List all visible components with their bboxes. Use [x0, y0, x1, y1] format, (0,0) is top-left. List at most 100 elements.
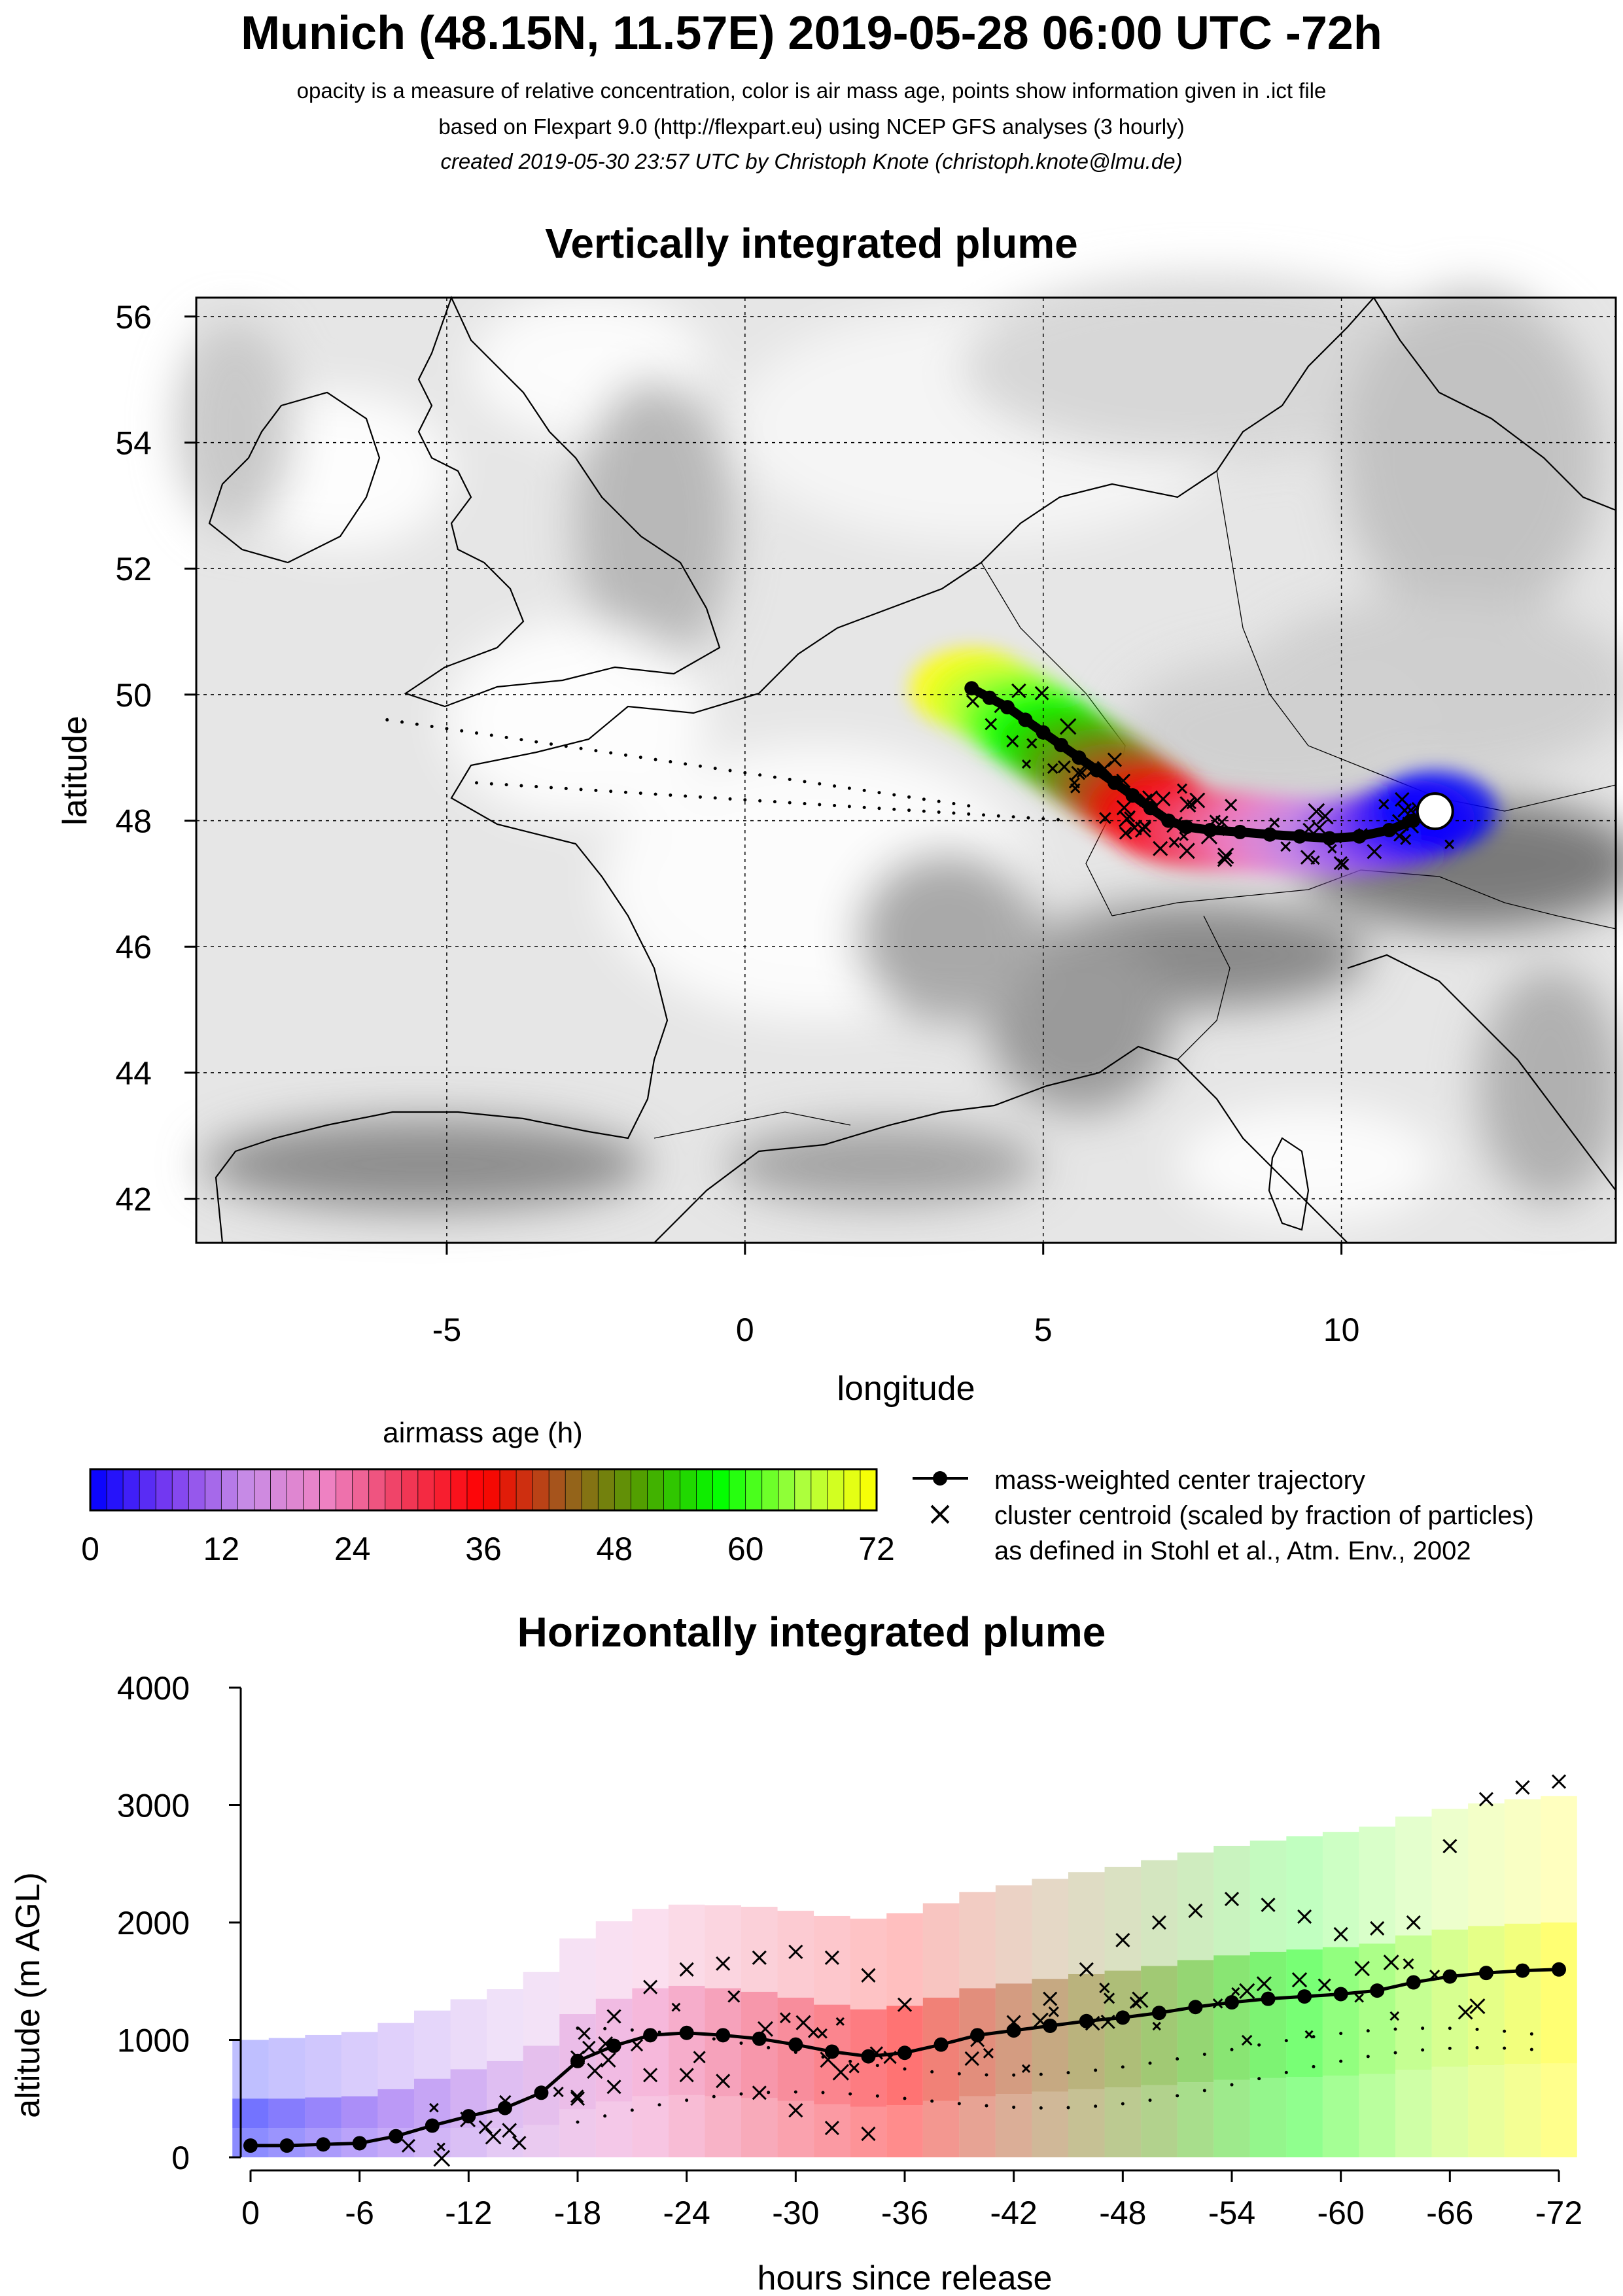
altitude-centroid-cross [578, 2027, 591, 2040]
coast-corsica [1268, 1137, 1310, 1231]
map-centroid-cross [1153, 841, 1168, 856]
map-centroid-cross [1444, 839, 1455, 850]
altitude-plume-cell [1032, 1979, 1068, 2092]
colorbar-tick-label: 72 [858, 1531, 895, 1567]
altitude-plume-cell [1286, 1836, 1323, 1950]
colorbar-cell [188, 1469, 206, 1511]
map-faint-dot [833, 784, 837, 788]
map-faint-dot [1011, 815, 1015, 819]
altitude-plume-cell [1468, 2065, 1505, 2157]
map-centroid-cross [1142, 790, 1159, 807]
altitude-plume-cell [595, 2101, 633, 2157]
map-trajectory-point [1179, 820, 1194, 835]
altitude-faint-dot [1039, 2106, 1043, 2110]
altitude-trajectory-point [679, 2025, 694, 2040]
altitude-faint-dot [1148, 2098, 1152, 2102]
colorbar-cells [90, 1469, 877, 1511]
altitude-x-tick-label: -36 [881, 2195, 928, 2231]
colorbar-cell [336, 1469, 353, 1511]
altitude-trajectory-point [461, 2109, 476, 2124]
altitude-plume-cell [1395, 1817, 1432, 1936]
map-faint-dot [579, 788, 583, 791]
map-centroid-cross [1057, 760, 1071, 774]
altitude-plume-cell [523, 1972, 560, 2046]
map-centroid-cross [1076, 767, 1087, 778]
altitude-centroid-cross [553, 2086, 564, 2098]
map-faint-dot [728, 797, 732, 801]
coast-great-britain [404, 296, 721, 708]
colorbar-cell [827, 1469, 845, 1511]
altitude-faint-dot [1148, 2061, 1152, 2065]
altitude-centroid-cross [861, 1968, 876, 1983]
colorbar-cell [204, 1469, 222, 1511]
map-axes: -5 0 5 10 42 44 46 48 50 52 54 56 [115, 299, 1359, 1348]
altitude-faint-dot [1312, 2064, 1316, 2068]
altitude-plume-cell [995, 1983, 1032, 2095]
map-y-tick-label: 48 [115, 803, 152, 840]
altitude-centroid-cross [824, 2121, 839, 2136]
altitude-centroid-cross [401, 2138, 415, 2153]
map-x-axis-label: longitude [837, 1370, 975, 1408]
altitude-faint-dot [930, 2099, 934, 2103]
map-centroid-cross [1006, 735, 1019, 748]
coast-north-sea [837, 297, 1374, 629]
altitude-x-tick-label: -72 [1535, 2195, 1582, 2231]
altitude-x-tick-label: -24 [663, 2195, 710, 2231]
altitude-faint-dot [1475, 2027, 1479, 2031]
altitude-trajectory-point [352, 2136, 367, 2151]
altitude-trajectory-point [898, 2045, 912, 2061]
altitude-centroid-cross [1261, 1898, 1276, 1913]
map-centroid-cross [1225, 799, 1238, 812]
map-faint-dot [788, 777, 792, 781]
colorbar-cell [417, 1469, 435, 1511]
map-centroid-cross [1047, 763, 1058, 774]
map-faint-dot [922, 797, 926, 801]
altitude-plume-cell [232, 2040, 269, 2099]
colorbar-cell [303, 1469, 321, 1511]
altitude-plume-cell [1286, 2077, 1323, 2157]
altitude-centroid-cross [630, 2039, 644, 2052]
map-centroid-cross [1400, 833, 1412, 845]
map-centroid-cross [966, 695, 980, 708]
altitude-trajectory-point [534, 2085, 549, 2100]
map-faint-dot [743, 798, 747, 802]
altitude-plume-cell [377, 2089, 414, 2129]
colorbar-tick-label: 24 [334, 1531, 371, 1567]
map-faint-dot [654, 792, 657, 796]
altitude-plume-cell [959, 2096, 996, 2157]
colorbar-cell [515, 1469, 534, 1511]
altitude-faint-dot [1503, 2046, 1507, 2050]
colorbar-cell [385, 1469, 402, 1511]
altitude-centroid-cross [643, 1979, 658, 1994]
altitude-centroid-cross [587, 2062, 603, 2079]
altitude-centroid-cross [1403, 1958, 1414, 1970]
altitude-axes: 0 1000 2000 3000 4000 0 -6 -12 -18 -24 -30 -36 -42 -4… [117, 1670, 1582, 2231]
map-trajectory-point [1036, 725, 1051, 740]
altitude-faint-dot [1503, 2029, 1507, 2033]
map-faint-dot [669, 793, 672, 797]
map-centroid-cross [994, 701, 1006, 714]
altitude-faint-dot [848, 2092, 852, 2096]
altitude-faint-dot [875, 2064, 879, 2068]
altitude-x-tick-label: -30 [772, 2195, 819, 2231]
map-faint-dot [862, 788, 866, 792]
colorbar-cell [368, 1469, 386, 1511]
altitude-centroid-cross [1032, 2012, 1049, 2029]
colorbar-cell [860, 1469, 877, 1511]
border-austria [1439, 876, 1616, 930]
coast-adriatic [1347, 954, 1616, 1191]
map-trajectory-point [1018, 712, 1033, 727]
altitude-plume-cell [305, 2097, 341, 2129]
altitude-faint-dot [1339, 2032, 1343, 2036]
altitude-centroid-cross [478, 2120, 493, 2134]
map-trajectory-point [1143, 801, 1158, 816]
map-trajectory-point [1161, 813, 1176, 828]
colorbar-cell [532, 1469, 550, 1511]
map-faint-dot [907, 795, 911, 799]
subtitle-credit: created 2019-05-30 23:57 UTC by Christop… [440, 149, 1183, 173]
altitude-centroid-cross [779, 2012, 791, 2024]
altitude-trajectory-point [1370, 1983, 1385, 1998]
colorbar-cell [630, 1469, 648, 1511]
map-centroid-cross [1402, 816, 1420, 834]
